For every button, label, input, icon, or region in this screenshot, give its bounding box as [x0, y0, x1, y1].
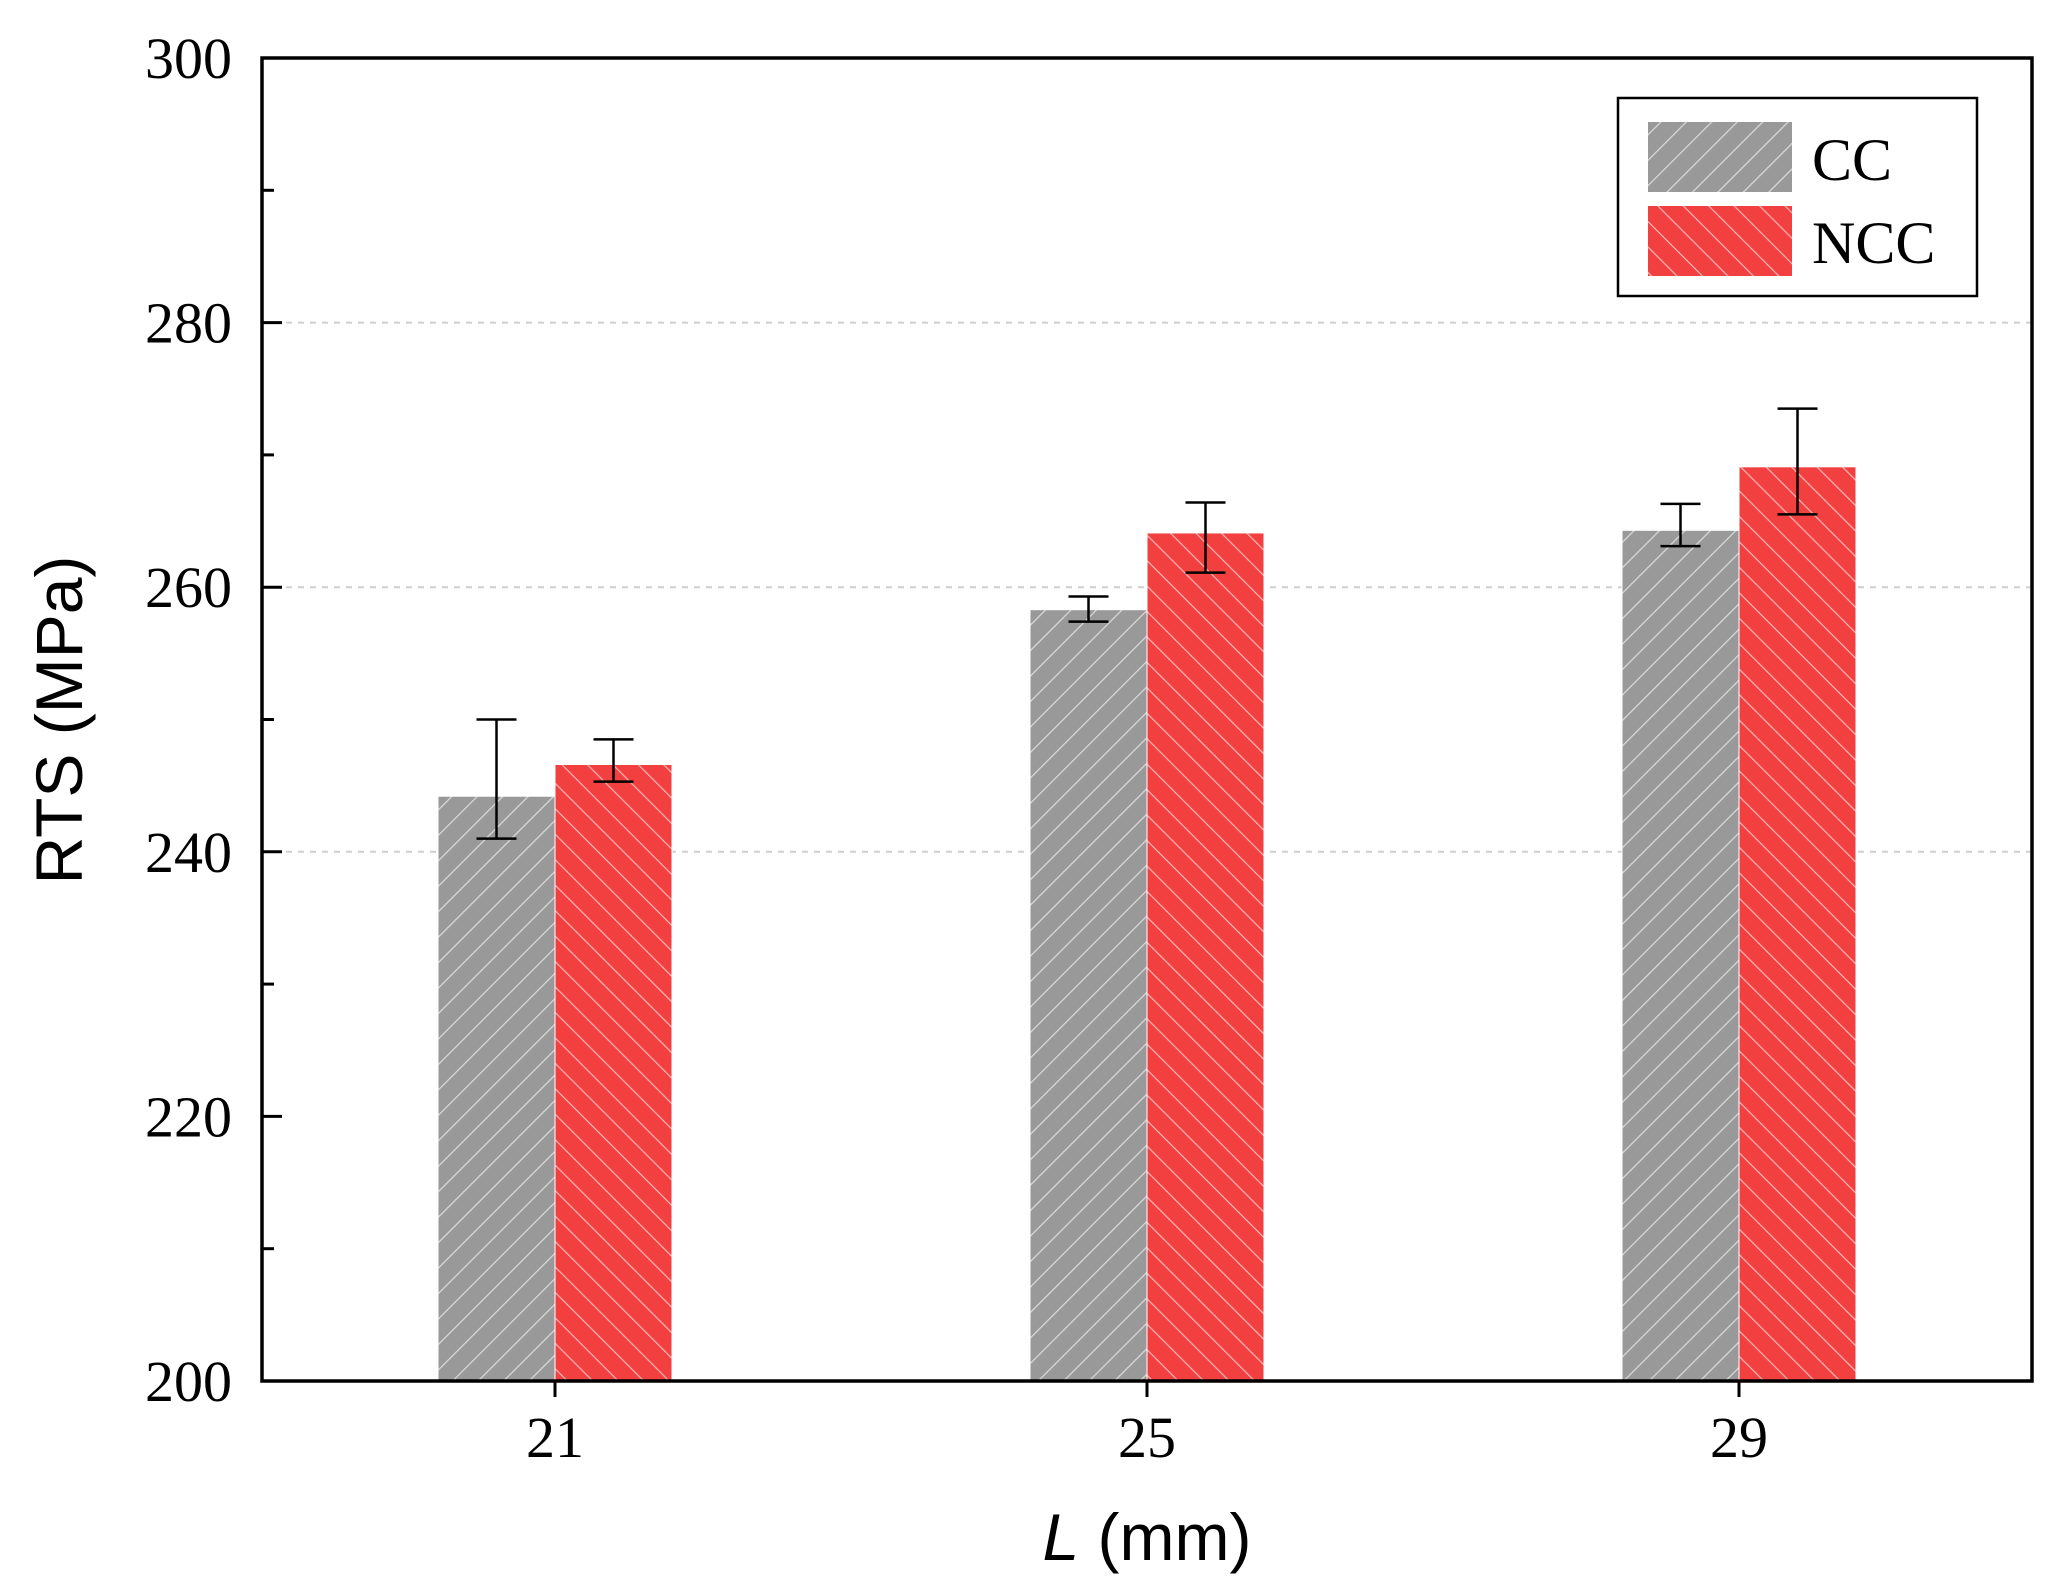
x-tick-label-21: 21: [526, 1405, 584, 1470]
bar-cc-29: [1621, 529, 1740, 1382]
y-tick-label: 260: [145, 555, 232, 620]
bar-cc-21: [437, 795, 556, 1382]
bar-ncc-29: [1738, 466, 1857, 1382]
y-tick-label: 300: [145, 26, 232, 91]
x-axis-title-unit: (mm): [1079, 1500, 1251, 1574]
legend-swatch-ncc: [1648, 206, 1792, 276]
legend-swatch-cc: [1648, 122, 1792, 192]
bars: [437, 466, 1857, 1382]
x-axis-title: L (mm): [1043, 1500, 1252, 1574]
legend-label-ncc: NCC: [1812, 210, 1935, 276]
x-axis-title-variable: L: [1043, 1500, 1080, 1574]
error-bars: [476, 407, 1818, 840]
y-axis: 200 220 240 260 280 300: [145, 26, 282, 1414]
bar-cc-25: [1029, 609, 1148, 1382]
legend-label-cc: CC: [1812, 127, 1892, 193]
y-tick-label: 200: [145, 1349, 232, 1414]
legend: CC NCC: [1616, 96, 1979, 298]
x-tick-label-29: 29: [1710, 1405, 1768, 1470]
bar-ncc-25: [1146, 532, 1265, 1382]
x-axis: 21 25 29: [526, 1381, 1768, 1470]
x-tick-label-25: 25: [1118, 1405, 1176, 1470]
y-tick-label: 240: [145, 820, 232, 885]
y-tick-label: 220: [145, 1084, 232, 1149]
y-tick-label: 280: [145, 291, 232, 356]
y-axis-title: RTS (MPa): [22, 556, 96, 885]
bar-ncc-21: [554, 763, 673, 1382]
